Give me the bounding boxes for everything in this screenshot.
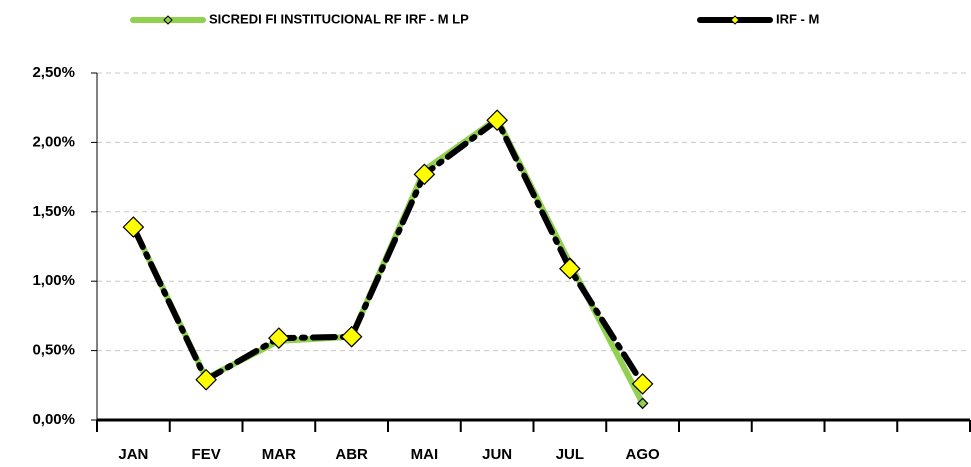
legend-marker <box>163 15 173 25</box>
marker <box>122 216 145 238</box>
x-tick-label: JUN <box>482 446 512 463</box>
y-tick-label: 2,50% <box>32 64 75 81</box>
marker <box>636 397 649 410</box>
x-tick-label: AGO <box>626 446 661 463</box>
marker <box>486 109 508 132</box>
marker <box>195 368 217 391</box>
marker <box>268 327 290 349</box>
marker <box>631 373 654 395</box>
marker <box>413 163 436 186</box>
marker <box>559 257 581 280</box>
x-tick-label: JUL <box>556 446 584 463</box>
y-tick-label: 0,00% <box>32 411 75 428</box>
series-line <box>130 117 646 387</box>
x-tick-label: MAR <box>262 446 296 463</box>
legend-label: IRF - M <box>776 11 819 26</box>
y-tick-label: 1,50% <box>32 203 75 220</box>
legend-marker <box>730 15 740 25</box>
x-tick-label: FEV <box>192 446 221 463</box>
y-tick-label: 0,50% <box>32 342 75 359</box>
y-tick-label: 2,00% <box>32 133 75 150</box>
marker <box>340 325 363 348</box>
x-tick-label: ABR <box>335 446 368 463</box>
x-tick-label: JAN <box>118 446 148 463</box>
x-tick-label: MAI <box>411 446 439 463</box>
y-tick-label: 1,00% <box>32 272 75 289</box>
legend-label: SICREDI FI INSTITUCIONAL RF IRF - M LP <box>209 11 469 26</box>
